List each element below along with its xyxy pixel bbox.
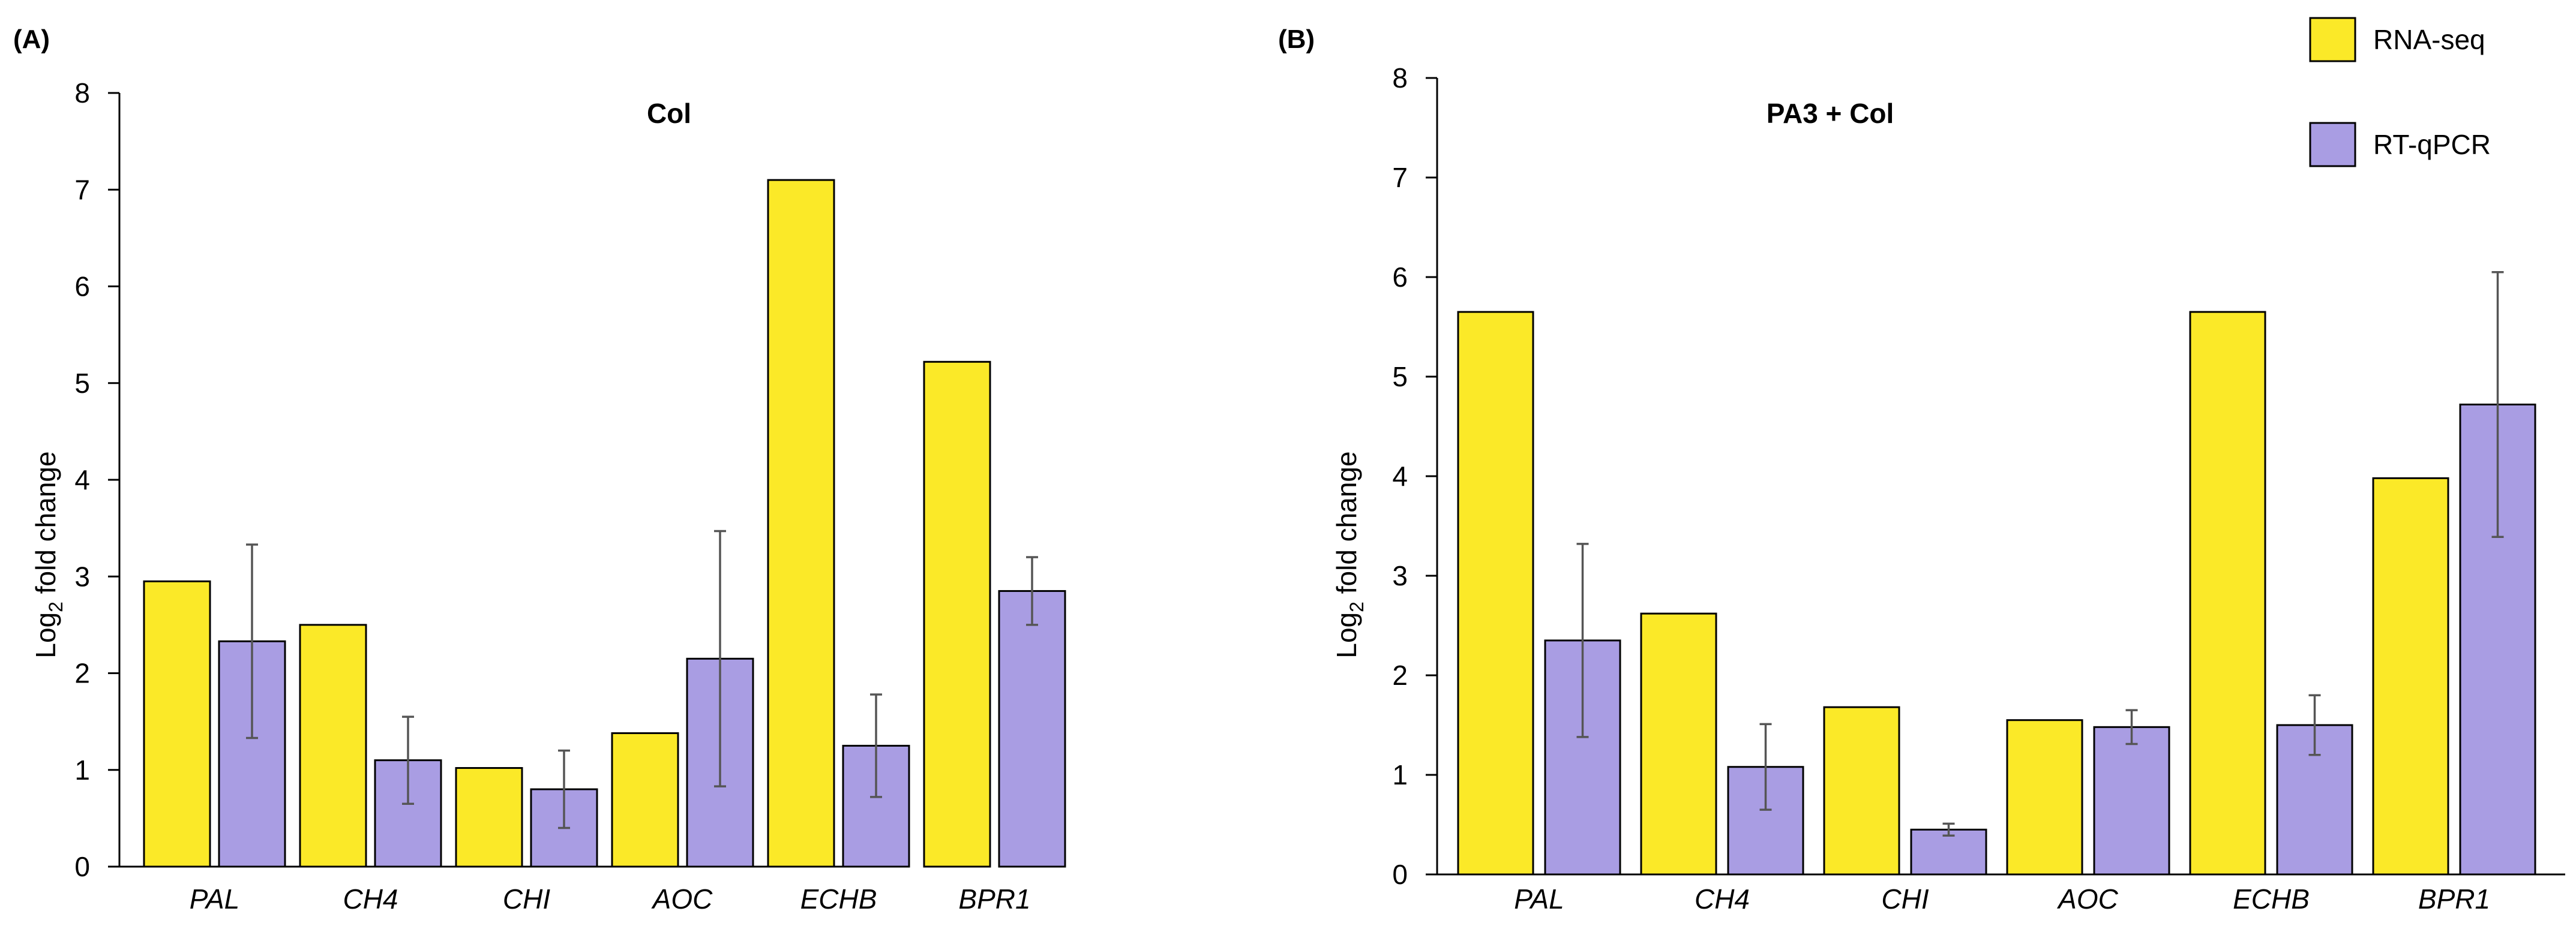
x-tick-label-chi: CHI	[1881, 883, 1929, 915]
y-tick-label: 3	[74, 561, 90, 592]
panel-a-label: (A)	[13, 25, 50, 54]
x-tick-label-chi: CHI	[503, 883, 550, 915]
panel-a-error-bars	[246, 530, 1038, 829]
x-tick-label-pal: PAL	[190, 883, 240, 915]
y-tick-label: 8	[74, 77, 90, 109]
x-tick-label-bpr1: BPR1	[2418, 883, 2490, 915]
panel-a-bars	[143, 179, 1066, 868]
panel-b-x-tick-labels: PAL CH4 CHI AOC ECHB BPR1	[1514, 883, 2490, 915]
bar-rna-seq-pal	[143, 580, 211, 868]
bar-rna-seq-pal	[1457, 311, 1534, 876]
x-tick-label-aoc: AOC	[2056, 883, 2118, 915]
y-tick-label: 8	[1392, 62, 1408, 94]
bar-rna-seq-echb	[767, 179, 835, 868]
legend-swatch-rt-qpcr	[2309, 122, 2356, 167]
x-tick-label-echb: ECHB	[800, 883, 877, 915]
y-tick-label: 3	[1392, 560, 1408, 591]
panel-b-bars	[1457, 311, 2536, 876]
panel-b-y-axis-label: Log2 fold change	[1331, 451, 1368, 658]
y-tick-label: 4	[1392, 461, 1408, 492]
y-tick-label: 5	[1392, 361, 1408, 392]
panel-b-y-ticks: 0 1 2 3 4 5 6 7 8	[1392, 62, 1437, 890]
y-tick-label: 1	[74, 754, 90, 786]
y-tick-label: 7	[74, 174, 90, 205]
panel-a: (A) Col Log2 fold change 0 1 2 3 4 5 6 7 8 PAL CH…	[13, 25, 1066, 915]
y-tick-label: 2	[1392, 660, 1408, 691]
panel-a-y-axis-label: Log2 fold change	[30, 451, 67, 658]
bar-rna-seq-bpr1	[2372, 477, 2449, 876]
y-tick-label: 7	[1392, 162, 1408, 193]
bar-rna-seq-echb	[2189, 311, 2266, 876]
y-tick-label: 0	[1392, 859, 1408, 890]
panel-a-title: Col	[647, 98, 691, 129]
panel-b-error-bars	[1576, 270, 2504, 837]
y-tick-label: 2	[74, 658, 90, 689]
legend-label-rt-qpcr: RT-qPCR	[2373, 129, 2491, 160]
y-tick-label: 6	[1392, 261, 1408, 293]
bar-rna-seq-aoc	[2006, 719, 2083, 876]
bar-rt-qpcr-bpr1	[998, 590, 1066, 868]
bar-rt-qpcr-aoc	[2093, 726, 2170, 876]
legend-label-rna-seq: RNA-seq	[2373, 24, 2485, 55]
bar-rt-qpcr-chi	[1910, 828, 1987, 876]
bar-rna-seq-ch4	[299, 624, 367, 868]
y-tick-label: 6	[74, 271, 90, 302]
bar-rna-seq-bpr1	[923, 360, 991, 868]
x-tick-label-ch4: CH4	[1695, 883, 1750, 915]
panel-b-title: PA3 + Col	[1767, 98, 1894, 129]
bar-rna-seq-aoc	[611, 732, 679, 868]
bar-rna-seq-ch4	[1640, 612, 1717, 876]
y-tick-label: 1	[1392, 759, 1408, 790]
panel-a-x-tick-labels: PAL CH4 CHI AOC ECHB BPR1	[190, 883, 1031, 915]
x-tick-label-ch4: CH4	[343, 883, 398, 915]
bar-rna-seq-chi	[1823, 706, 1900, 876]
panel-b-label: (B)	[1278, 25, 1315, 54]
y-tick-label: 5	[74, 368, 90, 399]
x-tick-label-aoc: AOC	[651, 883, 713, 915]
bar-rna-seq-chi	[455, 767, 523, 868]
panel-a-y-ticks: 0 1 2 3 4 5 6 7 8	[74, 77, 119, 882]
x-tick-label-pal: PAL	[1514, 883, 1564, 915]
y-tick-label: 0	[74, 851, 90, 882]
legend-swatch-rna-seq	[2309, 17, 2356, 62]
x-tick-label-bpr1: BPR1	[958, 883, 1030, 915]
legend: RNA-seq RT-qPCR	[2309, 17, 2491, 167]
y-tick-label: 4	[74, 464, 90, 495]
panel-b: (B) PA3 + Col Log2 fold change 0 1 2 3 4 5 6 7 8…	[1278, 25, 2565, 915]
x-tick-label-echb: ECHB	[2233, 883, 2310, 915]
